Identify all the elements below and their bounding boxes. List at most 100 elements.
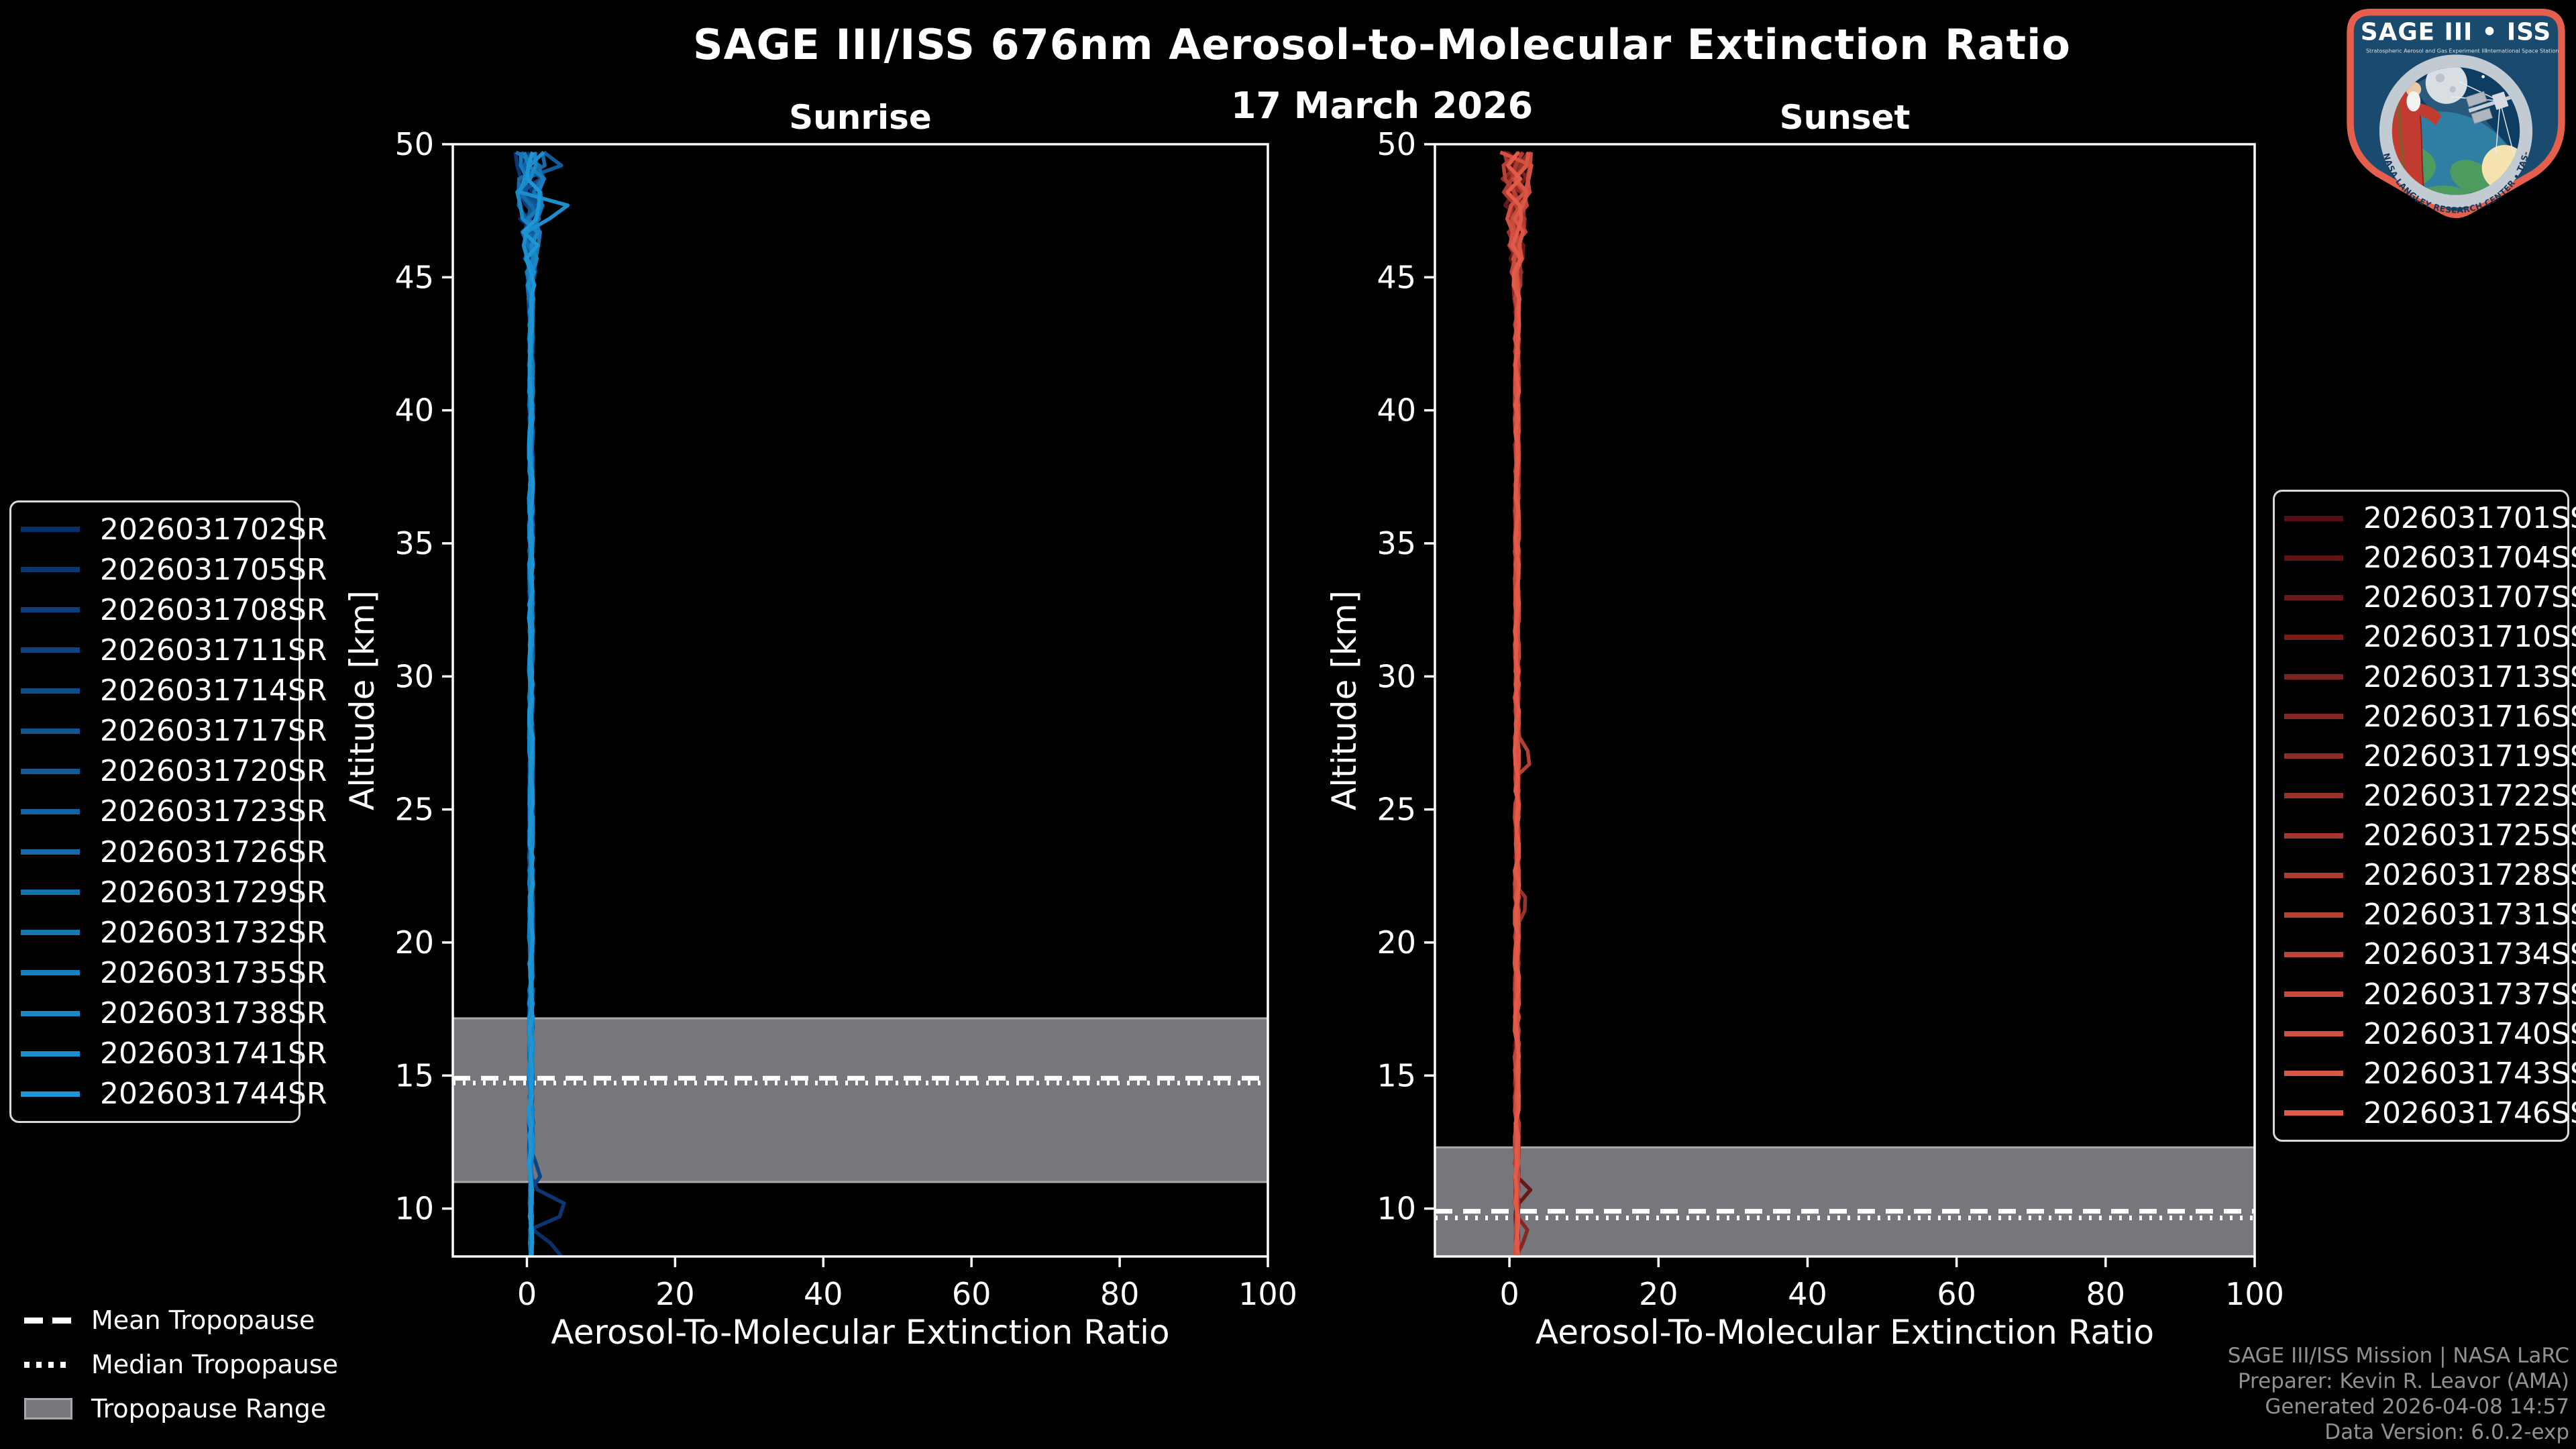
y-tick-label: 45 bbox=[394, 259, 434, 295]
sunset-legend-item: 2026031725SS bbox=[2284, 818, 2576, 853]
y-tick-label: 15 bbox=[394, 1057, 434, 1093]
sunset-legend-item: 2026031701SS bbox=[2284, 501, 2576, 535]
tropopause-range-band bbox=[1435, 1147, 2255, 1256]
sunrise-legend-line-swatch bbox=[21, 970, 80, 976]
sunset-event-label: 2026031728SS bbox=[2363, 858, 2576, 893]
logo-mission-title: SAGE III • ISS bbox=[2361, 19, 2551, 46]
sunset-event-label: 2026031722SS bbox=[2363, 778, 2576, 813]
x-tick-label: 100 bbox=[1238, 1276, 1297, 1312]
sunrise-legend-line-swatch bbox=[21, 1010, 80, 1016]
sunrise-legend-item: 2026031741SR bbox=[21, 1036, 327, 1071]
logo-left-caption: Stratospheric Aerosol and Gas Experiment… bbox=[2366, 48, 2486, 54]
sunrise-legend-item: 2026031711SR bbox=[21, 633, 327, 667]
sunrise-event-label: 2026031711SR bbox=[100, 633, 327, 667]
footer-preparer-line: Preparer: Kevin R. Leavor (AMA) bbox=[2237, 1369, 2569, 1393]
logo-moon-crater bbox=[2435, 73, 2445, 83]
sunrise-legend-line-swatch bbox=[21, 647, 80, 653]
mission-logo: SAGE III • ISS Stratospheric Aerosol and… bbox=[2345, 7, 2565, 219]
y-tick-label: 35 bbox=[394, 525, 434, 561]
y-tick-label: 15 bbox=[1377, 1057, 1416, 1093]
sunrise-event-label: 2026031738SR bbox=[100, 996, 327, 1031]
sunrise-legend-item: 2026031735SR bbox=[21, 956, 327, 990]
sunset-event-label: 2026031734SS bbox=[2363, 937, 2576, 972]
sunset-legend-line-swatch bbox=[2284, 912, 2343, 918]
logo-star-icon bbox=[2481, 74, 2485, 78]
x-tick-label: 20 bbox=[655, 1276, 695, 1312]
sunrise-event-label: 2026031726SR bbox=[100, 835, 327, 869]
y-tick-label: 40 bbox=[394, 392, 434, 429]
sunrise-legend-line-swatch bbox=[21, 849, 80, 855]
sunrise-legend-line-swatch bbox=[21, 768, 80, 774]
median-tropopause-legend-item: Median Tropopause bbox=[24, 1350, 338, 1379]
logo-sight-line bbox=[2495, 101, 2501, 154]
sunrise-event-label: 2026031705SR bbox=[100, 552, 327, 587]
x-tick-label: 60 bbox=[952, 1276, 991, 1312]
tropopause-range-band bbox=[453, 1018, 1268, 1182]
x-tick-label: 100 bbox=[2225, 1276, 2284, 1312]
sunset-legend-line-swatch bbox=[2284, 1071, 2343, 1077]
sunrise-event-label: 2026031732SR bbox=[100, 915, 327, 950]
footer-credits: SAGE III/ISS Mission | NASA LaRC Prepare… bbox=[2228, 1343, 2569, 1445]
sunset-legend-item: 2026031737SS bbox=[2284, 977, 2576, 1012]
x-axis-label: Aerosol-To-Molecular Extinction Ratio bbox=[551, 1313, 1169, 1352]
y-tick-label: 35 bbox=[1377, 525, 1416, 561]
sunset-legend-line-swatch bbox=[2284, 714, 2343, 720]
tropopause-range-swatch bbox=[24, 1398, 72, 1419]
range-tropopause-legend-item: Tropopause Range bbox=[24, 1394, 338, 1424]
sunset-legend-item: 2026031746SS bbox=[2284, 1096, 2576, 1130]
sunrise-legend-item: 2026031729SR bbox=[21, 875, 327, 910]
sunrise-event-label: 2026031735SR bbox=[100, 955, 327, 990]
sunrise-legend-line-swatch bbox=[21, 567, 80, 573]
x-tick-label: 0 bbox=[517, 1276, 537, 1312]
profile-line-2026031746SS bbox=[1505, 151, 1523, 1256]
x-tick-label: 40 bbox=[804, 1276, 843, 1312]
sunset-legend-item: 2026031734SS bbox=[2284, 937, 2576, 971]
sunset-legend-line-swatch bbox=[2284, 793, 2343, 799]
sunset-event-label: 2026031737SS bbox=[2363, 977, 2576, 1012]
sunset-legend-item: 2026031710SS bbox=[2284, 620, 2576, 654]
tropopause-legend: Mean Tropopause Median Tropopause Tropop… bbox=[24, 1305, 338, 1424]
footer-mission-line: SAGE III/ISS Mission | NASA LaRC bbox=[2227, 1344, 2569, 1368]
sunset-legend-line-swatch bbox=[2284, 872, 2343, 878]
panel-sunrise: 0 20 40 60 80 100 10 15 20 25 30 35 40 45 50 Aerosol-To… bbox=[343, 98, 1297, 1352]
sunset-event-label: 2026031713SS bbox=[2363, 659, 2576, 694]
sunset-legend-line-swatch bbox=[2284, 555, 2343, 561]
sunset-legend-line-swatch bbox=[2284, 674, 2343, 680]
sunset-event-label: 2026031740SS bbox=[2363, 1016, 2576, 1051]
sunrise-legend-item: 2026031714SR bbox=[21, 674, 327, 708]
sunset-legend-item: 2026031722SS bbox=[2284, 779, 2576, 813]
panel-sunset: 0 20 40 60 80 100 10 15 20 25 30 35 40 45 50 Aerosol-To… bbox=[1325, 98, 2284, 1352]
sunrise-event-label: 2026031723SR bbox=[100, 794, 327, 829]
median-tropopause-dotted-swatch bbox=[24, 1361, 72, 1368]
sunset-event-label: 2026031719SS bbox=[2363, 739, 2576, 773]
tropopause-range-label: Tropopause Range bbox=[91, 1394, 327, 1424]
sunset-legend-line-swatch bbox=[2284, 991, 2343, 998]
sunset-legend-line-swatch bbox=[2284, 634, 2343, 640]
y-axis-label: Altitude [km] bbox=[1325, 590, 1364, 810]
panel-title-sunset: Sunset bbox=[1780, 98, 1911, 137]
sunset-legend-line-swatch bbox=[2284, 594, 2343, 600]
logo-sight-line bbox=[2459, 81, 2500, 101]
sunrise-legend-line-swatch bbox=[21, 688, 80, 694]
sunrise-legend-line-swatch bbox=[21, 1051, 80, 1057]
axes-frame bbox=[1434, 143, 2256, 1258]
legend-sunset-events: 2026031701SS 2026031704SS 2026031707SS 2026… bbox=[2273, 490, 2576, 1142]
sunset-event-label: 2026031731SS bbox=[2363, 898, 2576, 932]
median-tropopause-label: Median Tropopause bbox=[91, 1350, 338, 1379]
profile-line-2026031744SR bbox=[521, 152, 542, 1256]
y-tick-label: 10 bbox=[1377, 1191, 1416, 1227]
sunrise-legend-item: 2026031720SR bbox=[21, 754, 327, 788]
sunrise-legend-item: 2026031744SR bbox=[21, 1077, 327, 1111]
sunrise-legend-line-swatch bbox=[21, 527, 80, 533]
sunrise-legend-line-swatch bbox=[21, 930, 80, 936]
sunrise-event-label: 2026031720SR bbox=[100, 754, 327, 789]
sunrise-event-label: 2026031717SR bbox=[100, 714, 327, 749]
sunset-event-label: 2026031725SS bbox=[2363, 818, 2576, 853]
y-tick-label: 25 bbox=[394, 792, 434, 828]
sunset-event-label: 2026031746SS bbox=[2363, 1095, 2576, 1130]
y-tick-label: 50 bbox=[394, 126, 434, 162]
sunset-event-label: 2026031701SS bbox=[2363, 501, 2576, 536]
mean-tropopause-label: Mean Tropopause bbox=[91, 1305, 315, 1335]
sunset-legend-line-swatch bbox=[2284, 753, 2343, 759]
